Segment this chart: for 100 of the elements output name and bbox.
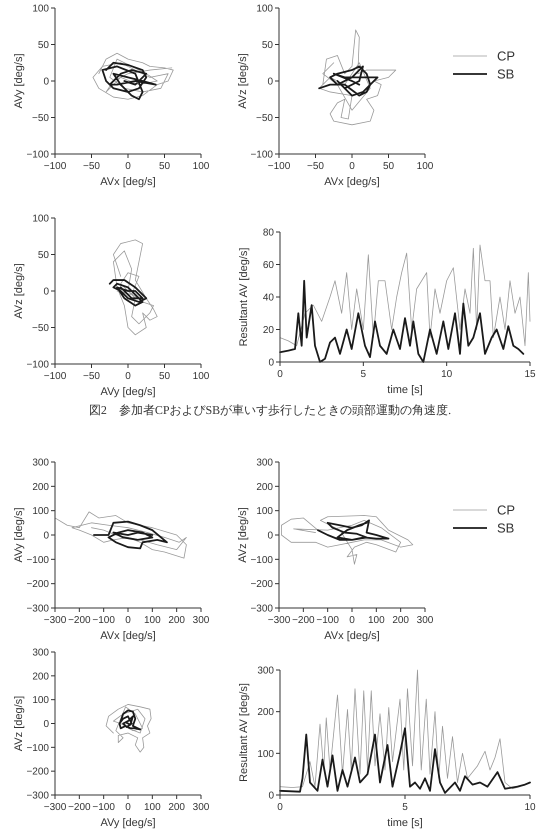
y-tick-label: −200 [26,766,50,778]
x-tick-label: 10 [524,802,536,813]
y-tick-label: −100 [26,360,50,370]
x-tick-label: 100 [144,615,162,626]
legend-label: CP [497,502,516,518]
y-tick-label: 100 [256,4,274,14]
y-axis-title: AVz [deg/s] [237,507,249,563]
line-series [106,704,152,752]
y-axis-title: AVy [deg/s] [13,53,25,109]
y-axis-title: AVz [deg/s] [237,53,249,109]
y-tick-label: 200 [32,482,50,493]
line-series [92,52,174,100]
line-series [54,511,187,559]
x-tick-label: 15 [524,369,536,380]
y-tick-label: −300 [250,604,274,614]
y-tick-label: 0 [267,530,274,542]
y-tick-label: 200 [32,671,50,682]
y-tick-label: −100 [26,554,50,566]
x-tick-label: 0 [125,371,132,382]
legend-label: SB [497,66,514,82]
x-tick-label: 100 [416,161,434,172]
x-tick-label: 300 [192,615,210,626]
y-axis-title: Resultant AV [deg/s] [238,248,250,346]
y-tick-label: 300 [256,458,274,468]
caption: 図2 参加者CPおよびSBが車いす歩行したときの頭部運動の角速度. [88,403,452,417]
y-tick-label: 50 [38,40,50,51]
x-tick-label: 200 [168,615,186,626]
y-tick-label: 200 [256,482,274,493]
x-tick-label: 0 [277,369,284,380]
x-tick-label: −100 [316,615,340,626]
y-tick-label: −200 [250,579,274,590]
y-tick-label: 100 [256,506,274,518]
x-tick-label: 50 [158,371,170,382]
x-tick-label: −200 [68,802,92,813]
x-tick-label: 5 [402,802,408,813]
y-tick-label: 0 [268,790,274,802]
y-tick-label: −100 [250,150,274,160]
y-tick-label: 80 [262,228,274,238]
y-axis-title: AVz [deg/s] [13,696,25,752]
y-tick-label: 0 [43,719,50,730]
y-tick-label: −100 [26,150,50,160]
y-tick-label: 300 [32,458,50,468]
x-tick-label: 0 [125,161,132,172]
x-tick-label: −100 [92,802,116,813]
y-tick-label: 50 [262,40,274,51]
y-tick-label: 50 [38,250,50,261]
y-axis-title: AVz [deg/s] [13,263,25,319]
line-series [108,279,148,306]
line-series [93,520,168,550]
line-series [280,244,530,346]
y-tick-label: 0 [43,286,50,298]
line-series [280,670,520,790]
line-series [318,66,378,96]
y-tick-label: 100 [257,748,274,760]
x-tick-label: 300 [416,615,434,626]
y-axis-title: AVy [deg/s] [13,507,25,563]
y-tick-label: 0 [267,76,274,88]
x-tick-label: −200 [68,615,92,626]
x-tick-label: 50 [158,161,170,172]
x-axis-title: AVy [deg/s] [100,386,156,398]
y-tick-label: 200 [257,707,274,718]
y-tick-label: 0 [43,530,50,542]
x-axis-title: AVx [deg/s] [100,176,156,188]
x-tick-label: 0 [125,802,132,813]
y-tick-label: 100 [32,4,50,14]
x-tick-label: 300 [192,802,210,813]
x-axis-title: time [s] [387,384,423,396]
x-tick-label: −50 [83,371,100,382]
x-tick-label: 0 [349,161,356,172]
y-tick-label: 0 [43,76,50,88]
line-series [118,709,142,730]
x-tick-label: 0 [125,615,132,626]
y-tick-label: 100 [32,506,50,518]
line-series [281,515,414,565]
y-tick-label: −50 [32,323,50,334]
x-axis-title: AVy [deg/s] [100,817,156,829]
y-tick-label: 300 [32,648,50,658]
x-tick-label: 200 [392,615,410,626]
x-axis-title: AVx [deg/s] [100,630,156,642]
legend-label: SB [497,520,514,536]
y-tick-label: 0 [268,358,274,368]
x-axis-title: time [s] [387,817,423,829]
x-tick-label: 100 [192,161,210,172]
y-tick-label: 100 [32,214,50,224]
x-tick-label: 100 [192,371,210,382]
line-series [113,240,158,336]
line-series [102,62,157,100]
x-tick-label: 0 [277,802,284,813]
x-tick-label: 100 [144,802,162,813]
y-tick-label: −50 [256,113,274,124]
y-tick-label: −200 [26,579,50,590]
x-tick-label: −50 [83,161,100,172]
y-tick-label: 40 [262,292,274,304]
x-tick-label: −200 [292,615,316,626]
y-tick-label: −300 [26,604,50,614]
x-tick-label: 100 [368,615,386,626]
y-tick-label: −300 [26,790,50,802]
line-series [317,520,390,541]
x-tick-label: 200 [168,802,186,813]
line-series [318,30,396,126]
